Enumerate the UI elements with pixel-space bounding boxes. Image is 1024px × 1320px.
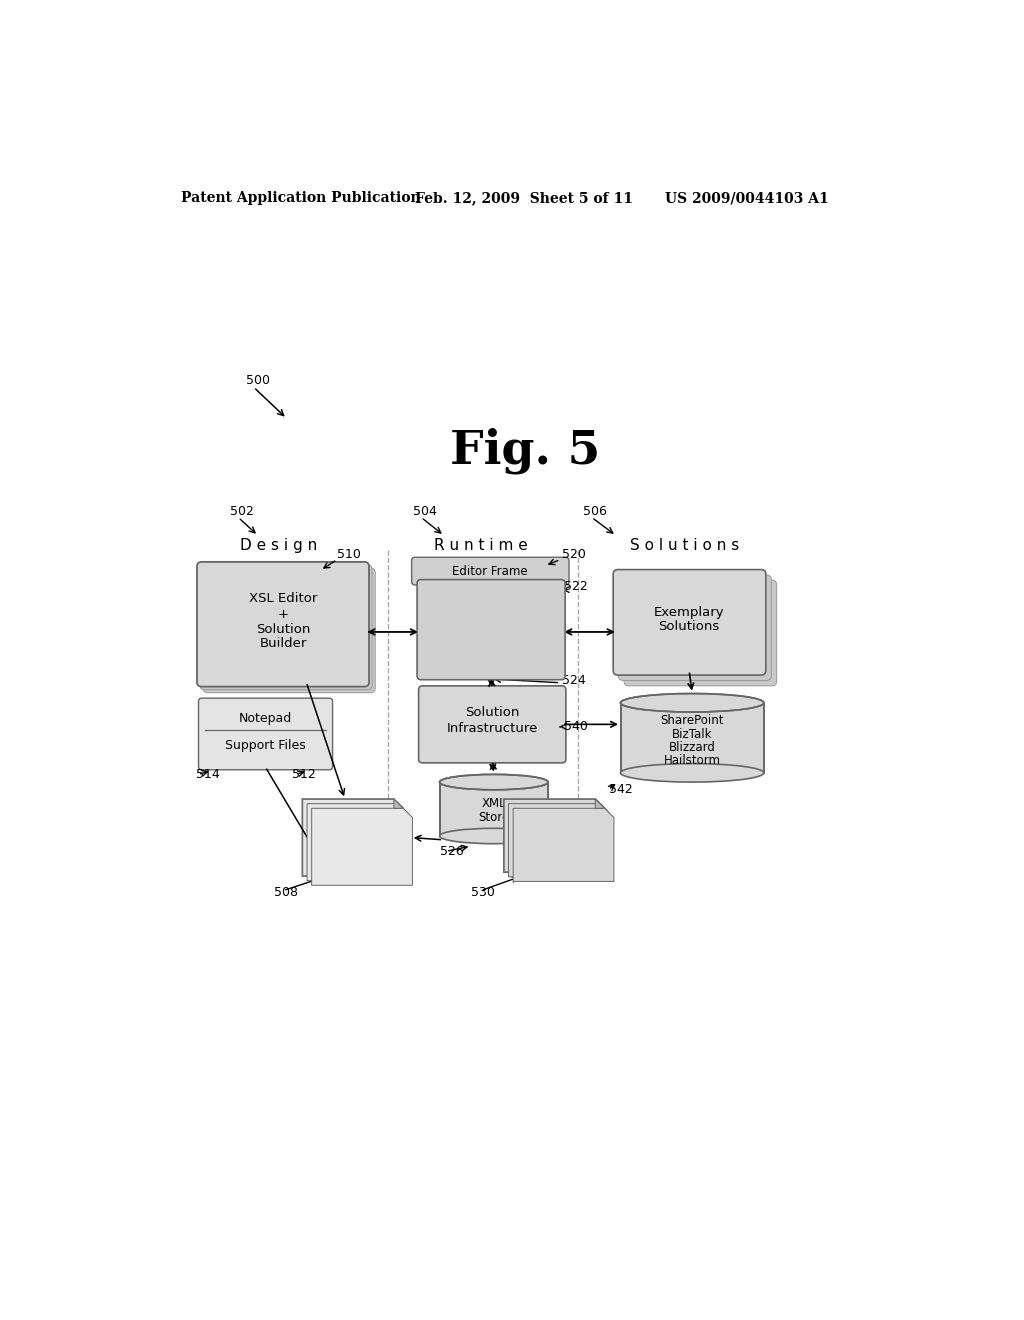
Polygon shape [595,799,604,808]
FancyBboxPatch shape [624,581,776,686]
Text: 524: 524 [562,675,586,686]
Ellipse shape [439,829,548,843]
Polygon shape [311,808,413,886]
Text: 526: 526 [439,845,463,858]
Text: 540: 540 [564,721,588,733]
Text: Builder: Builder [259,638,306,649]
Ellipse shape [621,763,764,781]
FancyBboxPatch shape [200,565,372,689]
Text: Documents: Documents [525,837,593,850]
Text: +: + [278,607,289,620]
Text: XSL Editor: XSL Editor [249,593,317,606]
Text: 506: 506 [583,504,607,517]
Text: 508: 508 [273,886,298,899]
Text: Hailstorm: Hailstorm [664,754,721,767]
Text: 530: 530 [471,886,496,899]
Text: Blizzard: Blizzard [669,741,716,754]
Text: Exemplary: Exemplary [653,606,724,619]
Text: Infrastructure: Infrastructure [446,722,538,735]
Text: BizTalk: BizTalk [672,727,713,741]
Text: 514: 514 [197,768,220,781]
Ellipse shape [621,693,764,711]
Text: SharePoint: SharePoint [660,714,724,727]
Polygon shape [513,808,614,882]
Text: XML: XML [477,611,505,624]
Text: D e s i g n: D e s i g n [241,539,317,553]
Text: Editor Frame: Editor Frame [453,565,527,578]
Text: Support Files: Support Files [225,739,305,752]
Polygon shape [504,799,604,873]
Polygon shape [307,804,408,880]
Text: 542: 542 [608,783,632,796]
FancyBboxPatch shape [618,576,771,681]
Text: 500: 500 [246,374,269,387]
Text: Feb. 12, 2009  Sheet 5 of 11: Feb. 12, 2009 Sheet 5 of 11 [415,191,633,206]
FancyBboxPatch shape [419,686,566,763]
Bar [439,781,548,836]
Text: S o l u t i o n s: S o l u t i o n s [630,539,739,553]
Text: Fig. 5: Fig. 5 [450,428,600,474]
Text: 520: 520 [562,548,586,561]
Text: Solution: Solution [256,623,310,636]
Polygon shape [509,804,609,876]
Text: 512: 512 [292,768,316,781]
Text: Editing: Editing [467,626,514,639]
Ellipse shape [439,775,548,789]
Text: 522: 522 [564,579,588,593]
Text: 502: 502 [230,504,254,517]
Text: US 2009/0044103 A1: US 2009/0044103 A1 [665,191,828,206]
Polygon shape [394,799,403,808]
FancyBboxPatch shape [613,570,766,675]
Bar [621,702,764,774]
Text: Notepad: Notepad [239,711,292,725]
FancyBboxPatch shape [412,557,569,585]
FancyBboxPatch shape [203,568,375,693]
FancyBboxPatch shape [417,579,565,680]
Text: Application: Application [325,825,390,838]
Text: R u n t i m e: R u n t i m e [434,539,527,553]
Text: 510: 510 [337,548,361,561]
FancyBboxPatch shape [199,698,333,770]
Text: Solutions: Solutions [658,620,720,634]
Text: Store: Store [478,810,509,824]
Text: 504: 504 [414,504,437,517]
Polygon shape [302,799,403,876]
Text: XML: XML [547,824,571,837]
Text: XML: XML [481,797,506,810]
FancyBboxPatch shape [197,562,369,686]
Text: Solution: Solution [465,706,519,719]
Text: Files: Files [344,838,371,851]
Text: Patent Application Publication: Patent Application Publication [180,191,420,206]
